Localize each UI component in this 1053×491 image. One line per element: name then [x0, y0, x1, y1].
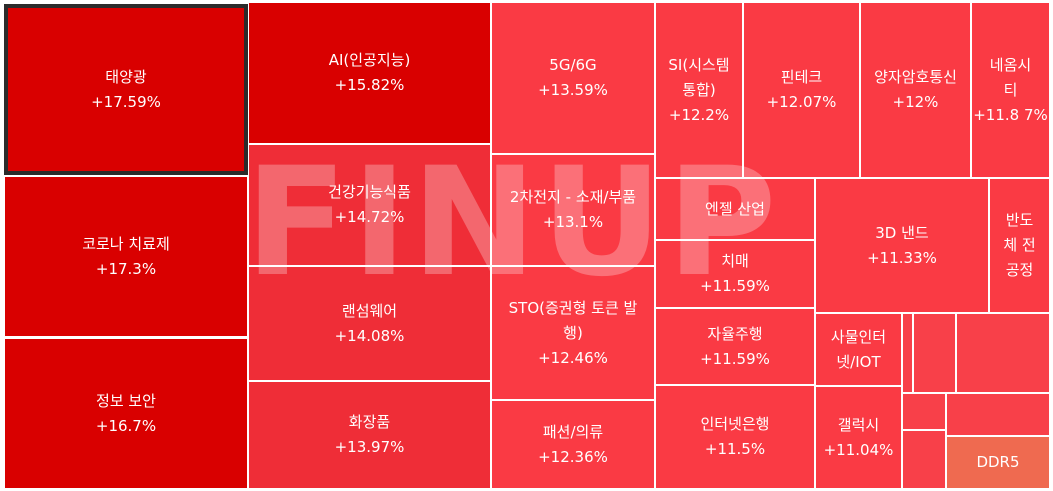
tile-name: 인터넷은행	[700, 415, 770, 433]
tile-fashion[interactable]: 패션/의류 +12.36%	[491, 400, 655, 489]
tile-name: 코로나 치료제	[82, 234, 170, 253]
tile-si[interactable]: SI(시스템 통합) +12.2%	[655, 2, 743, 178]
tile-sto[interactable]: STO(증권형 토큰 발 행) +12.46%	[491, 266, 655, 400]
tile-fintech[interactable]: 핀테크 +12.07%	[743, 2, 860, 178]
tile-change: +11.04%	[823, 440, 894, 459]
tile-change: +11.33%	[867, 248, 937, 267]
tile-iot[interactable]: 사물인터 넷/IOT	[815, 313, 902, 386]
tile-dementia[interactable]: 치매 +11.59%	[655, 240, 815, 308]
tile-change: +13.1%	[542, 213, 604, 231]
tile-change: +12%	[892, 93, 939, 111]
tile-change: +14.08%	[334, 326, 405, 345]
tile-neom-city[interactable]: 네옴시 티 +11.8 7%	[971, 2, 1050, 178]
tile-name: 자율주행	[707, 324, 763, 343]
tile-small[interactable]	[946, 393, 1050, 436]
tile-small[interactable]	[902, 430, 946, 489]
tile-name: 엔젤 산업	[705, 199, 765, 218]
tile-name: 태양광	[105, 67, 147, 86]
tile-name: DDR5	[976, 453, 1020, 471]
tile-solar[interactable]: 태양광 +17.59%	[4, 4, 248, 175]
tile-name: 패션/의류	[542, 422, 604, 441]
tile-change: +15.82%	[334, 76, 405, 94]
tile-angel-industry[interactable]: 엔젤 산업	[655, 178, 815, 240]
tile-name: 핀테크	[780, 68, 823, 86]
tile-name: 사물인터 넷/IOT	[830, 327, 887, 371]
tile-ai[interactable]: AI(인공지능) +15.82%	[248, 2, 491, 144]
tile-name: 정보 보안	[96, 391, 156, 410]
tile-name: 치매	[721, 252, 749, 270]
tile-ddr5[interactable]: DDR5	[946, 436, 1050, 489]
tile-internet-bank[interactable]: 인터넷은행 +11.5%	[655, 385, 815, 489]
tile-health-food[interactable]: 건강기능식품 +14.72%	[248, 144, 491, 266]
tile-change: +11.59%	[700, 349, 770, 368]
tile-change: +11.59%	[700, 277, 770, 295]
tile-autonomous-driving[interactable]: 자율주행 +11.59%	[655, 308, 815, 385]
tile-change: +16.7%	[95, 416, 157, 435]
tile-name: 네옴시 티	[989, 55, 1032, 99]
tile-name: 5G/6G	[549, 56, 597, 74]
tile-change: +17.59%	[91, 92, 161, 111]
tile-battery-materials[interactable]: 2차전지 - 소재/부품 +13.1%	[491, 154, 655, 266]
tile-change: +11.8 7%	[973, 105, 1048, 124]
tile-info-security[interactable]: 정보 보안 +16.7%	[4, 338, 248, 489]
tile-semiconductor-front-end[interactable]: 반도 체 전 공정	[989, 178, 1050, 313]
tile-5g-6g[interactable]: 5G/6G +13.59%	[491, 2, 655, 154]
tile-change: +12.46%	[538, 348, 608, 367]
tile-change: +12.07%	[766, 93, 837, 111]
tile-small[interactable]	[902, 313, 913, 393]
tile-small[interactable]	[902, 393, 946, 430]
tile-name: AI(인공지능)	[328, 51, 411, 69]
tile-name: 랜섬웨어	[341, 301, 398, 320]
tile-small[interactable]	[956, 313, 1050, 393]
tile-name: 반도 체 전 공정	[1003, 211, 1036, 279]
tile-name: 3D 낸드	[875, 223, 929, 242]
tile-change: +12.2%	[668, 105, 730, 124]
tile-name: 화장품	[348, 413, 391, 431]
tile-cosmetics[interactable]: 화장품 +13.97%	[248, 381, 491, 489]
tile-name: SI(시스템 통합)	[668, 55, 730, 99]
tile-name: STO(증권형 토큰 발 행)	[508, 298, 638, 342]
tile-small[interactable]	[913, 313, 956, 393]
tile-change: +13.97%	[334, 438, 405, 456]
tile-name: 2차전지 - 소재/부품	[509, 188, 637, 206]
tile-name: 갤럭시	[837, 415, 880, 434]
tile-change: +14.72%	[334, 208, 405, 226]
tile-change: +17.3%	[95, 259, 157, 278]
tile-ransomware[interactable]: 랜섬웨어 +14.08%	[248, 266, 491, 381]
tile-covid-treatment[interactable]: 코로나 치료제 +17.3%	[4, 176, 248, 337]
tile-galaxy[interactable]: 갤럭시 +11.04%	[815, 386, 902, 489]
tile-name: 양자암호통신	[874, 68, 957, 86]
tile-change: +11.5%	[704, 440, 766, 458]
tile-3d-nand[interactable]: 3D 낸드 +11.33%	[815, 178, 989, 313]
tile-change: +13.59%	[538, 81, 608, 99]
tile-change: +12.36%	[538, 447, 608, 466]
tile-quantum-crypto[interactable]: 양자암호통신 +12%	[860, 2, 971, 178]
tile-name: 건강기능식품	[328, 183, 411, 201]
